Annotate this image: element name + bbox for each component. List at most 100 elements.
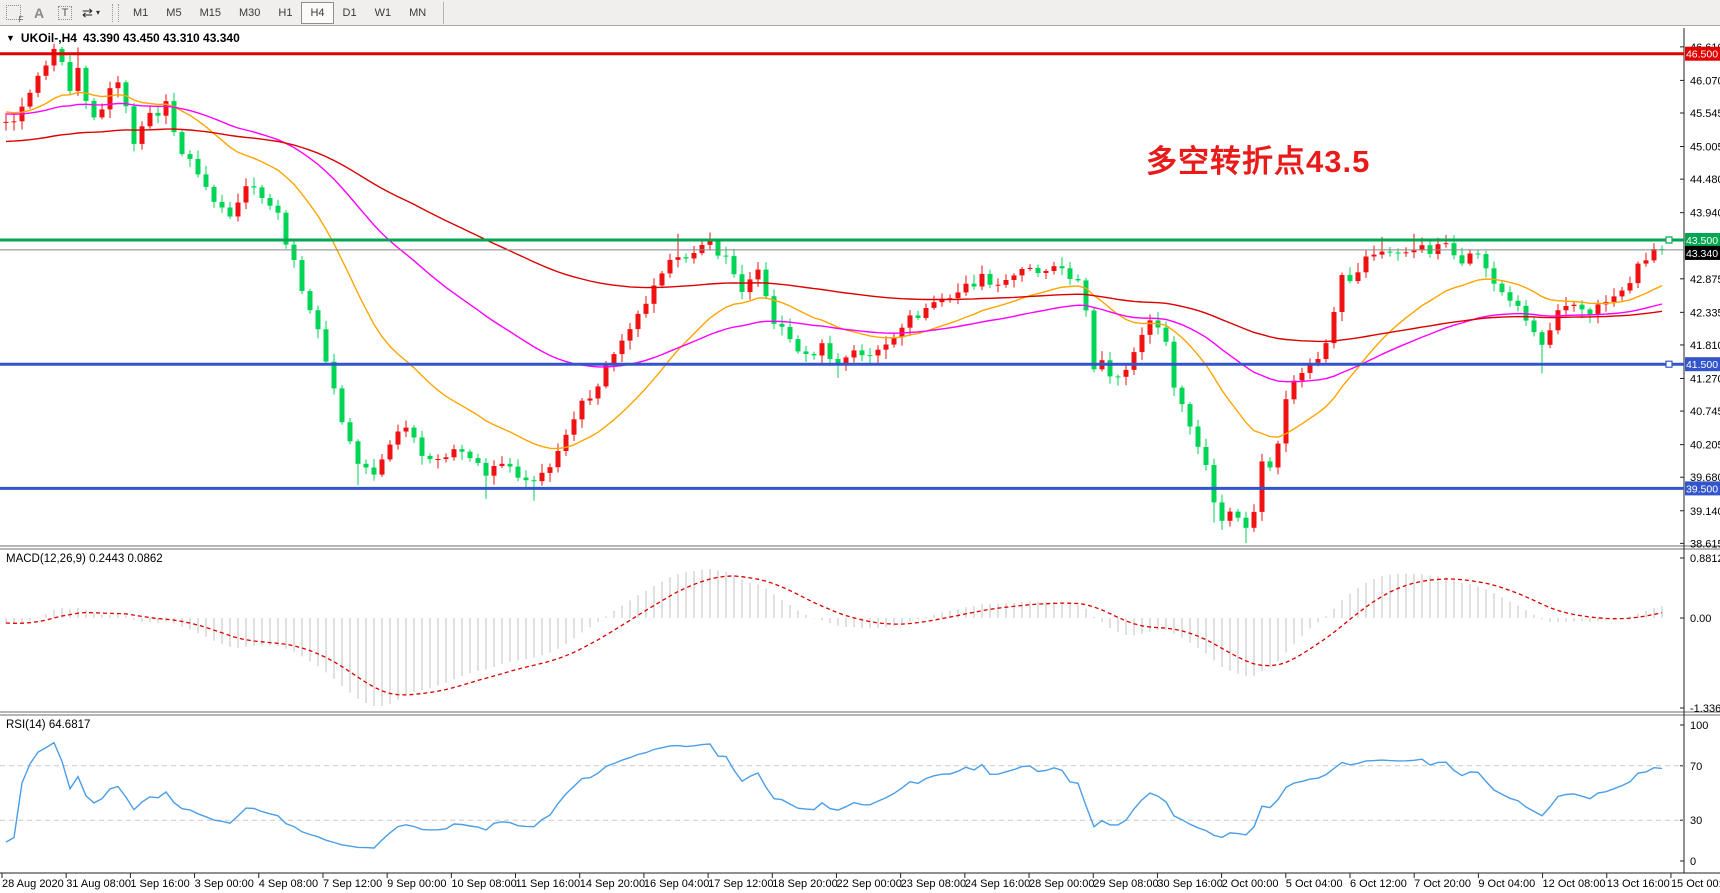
svg-text:5 Oct 04:00: 5 Oct 04:00 <box>1286 878 1343 890</box>
svg-text:22 Sep 00:00: 22 Sep 00:00 <box>836 878 901 890</box>
toolbar: F A T ⇄ ▾ M1 M5 M15 M30 H1 H4 D1 W1 MN <box>0 0 1720 26</box>
moving-average-120 <box>5 128 1663 343</box>
svg-text:15 Oct 00:00: 15 Oct 00:00 <box>1671 878 1720 890</box>
svg-text:7 Oct 20:00: 7 Oct 20:00 <box>1414 878 1471 890</box>
price-badge-46.500: 46.500 <box>1685 46 1720 61</box>
svg-text:45.545: 45.545 <box>1690 108 1720 120</box>
panel-frame <box>0 28 1720 874</box>
svg-text:40.205: 40.205 <box>1690 440 1720 452</box>
chart-canvas[interactable]: 46.61046.07045.54545.00544.48043.94042.8… <box>0 26 1720 893</box>
rsi-line <box>5 741 1663 849</box>
snap-grid-icon: F <box>5 5 24 24</box>
svg-text:43.500: 43.500 <box>1686 235 1718 247</box>
svg-text:70: 70 <box>1690 761 1702 773</box>
svg-text:16 Sep 04:00: 16 Sep 04:00 <box>644 878 709 890</box>
svg-text:41.500: 41.500 <box>1686 359 1718 371</box>
price-badge-43.340: 43.340 <box>1685 245 1720 260</box>
ohlc-values: 43.390 43.450 43.310 43.340 <box>82 31 240 45</box>
svg-text:45.005: 45.005 <box>1690 142 1720 154</box>
arrows-tool-button[interactable]: ⇄ ▾ <box>79 2 103 24</box>
chart-title: ▼ UKOil-,H4 43.390 43.450 43.310 43.340 <box>6 31 240 45</box>
timeframe-button-M15[interactable]: M15 <box>199 6 221 19</box>
svg-text:2 Oct 00:00: 2 Oct 00:00 <box>1222 878 1279 890</box>
svg-text:38.615: 38.615 <box>1690 538 1720 550</box>
svg-text:40.745: 40.745 <box>1690 406 1720 418</box>
chevron-down-icon: ▾ <box>95 8 100 17</box>
svg-text:30 Sep 16:00: 30 Sep 16:00 <box>1157 878 1222 890</box>
svg-text:7 Sep 12:00: 7 Sep 12:00 <box>323 878 382 890</box>
timeframe-button-H1[interactable]: H1 <box>278 6 293 19</box>
svg-text:0: 0 <box>1690 856 1696 868</box>
horizontal-line-objects[interactable] <box>0 52 1684 490</box>
timeframe-button-MN[interactable]: MN <box>409 6 427 19</box>
svg-text:39.680: 39.680 <box>1690 472 1720 484</box>
snap-grid-icon-letter: F <box>18 15 24 24</box>
timeframe-button-M30[interactable]: M30 <box>238 6 261 19</box>
svg-text:24 Sep 16:00: 24 Sep 16:00 <box>965 878 1030 890</box>
svg-text:100: 100 <box>1690 720 1708 732</box>
svg-text:43.340: 43.340 <box>1686 248 1718 260</box>
svg-text:12 Oct 08:00: 12 Oct 08:00 <box>1543 878 1606 890</box>
svg-text:3 Sep 00:00: 3 Sep 00:00 <box>195 878 254 890</box>
svg-text:28 Sep 00:00: 28 Sep 00:00 <box>1029 878 1094 890</box>
svg-text:41.270: 41.270 <box>1690 373 1720 385</box>
text-label-tool-button[interactable]: A <box>27 2 51 24</box>
svg-text:0.00: 0.00 <box>1690 613 1711 625</box>
moving-average-55 <box>5 102 1663 383</box>
timeframe-button-W1[interactable]: W1 <box>374 6 392 19</box>
svg-text:46.500: 46.500 <box>1686 49 1718 61</box>
rsi-indicator-label: RSI(14) 64.6817 <box>6 719 91 731</box>
svg-text:13 Oct 16:00: 13 Oct 16:00 <box>1607 878 1670 890</box>
svg-text:28 Aug 2020: 28 Aug 2020 <box>2 878 64 890</box>
svg-text:41.810: 41.810 <box>1690 340 1720 352</box>
symbol-period-label: UKOil-,H4 <box>20 31 77 45</box>
toolbar-divider <box>443 1 445 24</box>
text-label-icon: A <box>33 4 45 21</box>
timeframe-button-H4[interactable]: H4 <box>301 1 334 24</box>
timeframe-button-D1[interactable]: D1 <box>342 6 357 19</box>
candlesticks <box>3 43 1665 543</box>
svg-text:10 Sep 08:00: 10 Sep 08:00 <box>451 878 516 890</box>
svg-text:44.480: 44.480 <box>1690 174 1720 186</box>
svg-text:0.8812: 0.8812 <box>1690 553 1720 565</box>
timeframe-button-M1[interactable]: M1 <box>133 6 149 19</box>
svg-text:42.875: 42.875 <box>1690 274 1720 286</box>
price-badge-43.500: 43.500 <box>1685 233 1720 247</box>
svg-text:29 Sep 08:00: 29 Sep 08:00 <box>1093 878 1158 890</box>
svg-text:1 Sep 16:00: 1 Sep 16:00 <box>130 878 189 890</box>
svg-text:-1.3368: -1.3368 <box>1690 703 1720 715</box>
svg-text:43.940: 43.940 <box>1690 208 1720 220</box>
toolbar-separator <box>112 3 119 22</box>
moving-average-21 <box>5 91 1663 450</box>
price-badge-39.500: 39.500 <box>1685 481 1720 496</box>
symbol-dropdown-icon[interactable]: ▼ <box>6 33 15 43</box>
svg-text:42.335: 42.335 <box>1690 307 1720 319</box>
svg-text:4 Sep 08:00: 4 Sep 08:00 <box>259 878 318 890</box>
price-badge-41.500: 41.500 <box>1685 357 1720 372</box>
macd-indicator-label: MACD(12,26,9) 0.2443 0.0862 <box>6 553 163 565</box>
time-axis: 28 Aug 2020 31 Aug 08:00 1 Sep 16:00 3 Sep … <box>1 873 1720 890</box>
arrows-icon: ⇄ <box>82 4 93 20</box>
svg-text:17 Sep 12:00: 17 Sep 12:00 <box>708 878 773 890</box>
chart-annotation-text: 多空转折点43.5 <box>1146 144 1371 179</box>
svg-text:46.070: 46.070 <box>1690 75 1720 87</box>
text-box-tool-button[interactable]: T <box>53 2 77 24</box>
svg-text:39.500: 39.500 <box>1686 483 1718 495</box>
macd-signal-line <box>5 575 1663 696</box>
svg-text:6 Oct 12:00: 6 Oct 12:00 <box>1350 878 1407 890</box>
timeframe-button-M5[interactable]: M5 <box>166 6 182 19</box>
svg-text:31 Aug 08:00: 31 Aug 08:00 <box>66 878 131 890</box>
svg-text:23 Sep 08:00: 23 Sep 08:00 <box>901 878 966 890</box>
svg-text:9 Oct 04:00: 9 Oct 04:00 <box>1478 878 1535 890</box>
svg-text:9 Sep 00:00: 9 Sep 00:00 <box>387 878 446 890</box>
svg-text:30: 30 <box>1690 815 1702 827</box>
svg-text:14 Sep 20:00: 14 Sep 20:00 <box>580 878 645 890</box>
price-axis: 46.61046.07045.54545.00544.48043.94042.8… <box>1680 42 1720 868</box>
svg-text:18 Sep 20:00: 18 Sep 20:00 <box>772 878 837 890</box>
timeframe-buttons: M1 M5 M15 M30 H1 H4 D1 W1 MN <box>124 0 435 26</box>
svg-text:11 Sep 16:00: 11 Sep 16:00 <box>516 878 581 890</box>
text-box-icon: T <box>57 5 73 20</box>
svg-text:39.140: 39.140 <box>1690 506 1720 518</box>
macd-histogram <box>5 569 1663 706</box>
snap-grid-tool-button[interactable]: F <box>1 2 25 24</box>
